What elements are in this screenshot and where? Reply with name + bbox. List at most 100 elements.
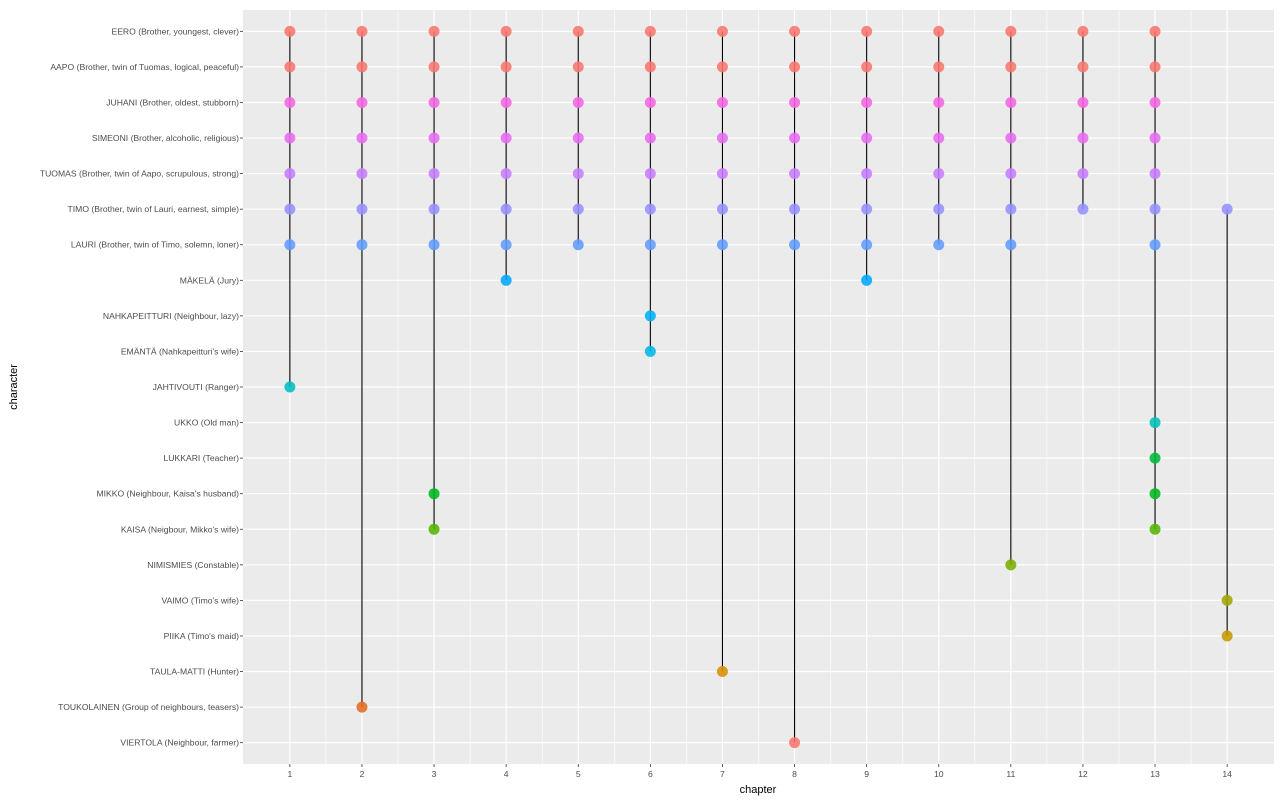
appearance-point <box>1149 523 1161 535</box>
x-axis-title: chapter <box>740 784 777 796</box>
appearance-point <box>1077 25 1089 37</box>
appearance-point <box>500 274 512 286</box>
appearance-point <box>861 96 873 108</box>
appearance-point <box>861 203 873 215</box>
x-tick-label: 14 <box>1222 769 1232 779</box>
appearance-point <box>861 168 873 180</box>
appearance-point <box>356 203 368 215</box>
y-tick-label: AAPO (Brother, twin of Tuomas, logical, … <box>50 62 239 72</box>
appearance-point <box>1005 96 1017 108</box>
appearance-point <box>1221 594 1233 606</box>
x-tick-label: 12 <box>1078 769 1088 779</box>
appearance-point <box>284 239 296 251</box>
appearance-point <box>1221 630 1233 642</box>
appearance-point <box>428 96 440 108</box>
appearance-point <box>789 737 801 749</box>
appearance-point <box>1149 239 1161 251</box>
appearance-point <box>861 132 873 144</box>
appearance-point <box>1005 61 1017 73</box>
appearance-point <box>428 523 440 535</box>
appearance-point <box>716 239 728 251</box>
appearance-point <box>1005 203 1017 215</box>
y-tick-label: TAULA-MATTI (Hunter) <box>150 667 239 677</box>
appearance-point <box>644 310 656 322</box>
appearance-point <box>1005 559 1017 571</box>
appearance-point <box>861 61 873 73</box>
appearance-point <box>1077 203 1089 215</box>
appearance-point <box>1077 132 1089 144</box>
y-tick-label: EERO (Brother, youngest, clever) <box>111 26 239 36</box>
appearance-point <box>500 96 512 108</box>
y-tick-label: MIKKO (Neighbour, Kaisa's husband) <box>96 489 239 499</box>
appearance-point <box>428 25 440 37</box>
appearance-point <box>356 168 368 180</box>
appearance-point <box>356 239 368 251</box>
appearance-point <box>428 239 440 251</box>
appearance-point <box>716 666 728 678</box>
appearance-point <box>500 25 512 37</box>
appearance-point <box>500 239 512 251</box>
appearance-point <box>500 203 512 215</box>
appearance-point <box>1005 132 1017 144</box>
appearance-point <box>428 168 440 180</box>
appearance-point <box>500 61 512 73</box>
appearance-point <box>933 61 945 73</box>
appearance-point <box>644 96 656 108</box>
x-tick-label: 10 <box>934 769 944 779</box>
appearance-point <box>428 61 440 73</box>
appearance-point <box>933 96 945 108</box>
appearance-point <box>284 203 296 215</box>
appearance-point <box>933 132 945 144</box>
appearance-point <box>1149 203 1161 215</box>
y-tick-label: VIERTOLA (Neighbour, farmer) <box>120 738 239 748</box>
appearance-point <box>716 132 728 144</box>
y-tick-label: VAIMO (Timo's wife) <box>161 595 239 605</box>
appearance-point <box>644 345 656 357</box>
appearance-point <box>789 132 801 144</box>
appearance-point <box>789 168 801 180</box>
appearance-point <box>572 168 584 180</box>
appearance-point <box>1149 132 1161 144</box>
appearance-point <box>428 203 440 215</box>
y-tick-label: JUHANI (Brother, oldest, stubborn) <box>106 97 239 107</box>
x-tick-label: 7 <box>720 769 725 779</box>
appearance-point <box>789 96 801 108</box>
appearance-point <box>284 168 296 180</box>
appearance-point <box>716 96 728 108</box>
x-tick-label: 13 <box>1150 769 1160 779</box>
y-tick-label: LAURI (Brother, twin of Timo, solemn, lo… <box>71 240 239 250</box>
appearance-point <box>789 203 801 215</box>
y-tick-label: NIMISMIES (Constable) <box>147 560 239 570</box>
x-axis-ticks: 1 2 3 4 5 6 7 8 9 10 11 12 13 14 <box>287 764 1232 779</box>
appearance-point <box>644 61 656 73</box>
appearance-point <box>861 274 873 286</box>
appearance-point <box>572 96 584 108</box>
appearance-point <box>284 381 296 393</box>
appearance-point <box>644 203 656 215</box>
x-tick-label: 8 <box>792 769 797 779</box>
appearance-point <box>789 239 801 251</box>
appearance-point <box>1005 239 1017 251</box>
appearance-point <box>716 61 728 73</box>
appearance-point <box>1149 417 1161 429</box>
appearance-point <box>861 239 873 251</box>
appearance-point <box>933 239 945 251</box>
appearance-points <box>284 25 1233 749</box>
x-tick-label: 11 <box>1006 769 1015 779</box>
x-tick-label: 2 <box>360 769 365 779</box>
y-tick-label: UKKO (Old man) <box>174 418 239 428</box>
appearance-point <box>1149 452 1161 464</box>
appearance-point <box>716 203 728 215</box>
appearance-point <box>572 239 584 251</box>
x-tick-label: 5 <box>576 769 581 779</box>
appearance-point <box>1221 203 1233 215</box>
appearance-point <box>1149 25 1161 37</box>
appearance-point <box>789 25 801 37</box>
y-tick-label: TUOMAS (Brother, twin of Aapo, scrupulou… <box>40 169 239 179</box>
appearance-point <box>356 96 368 108</box>
appearance-point <box>933 168 945 180</box>
appearance-point <box>572 132 584 144</box>
y-tick-label: TOUKOLAINEN (Group of neighbours, teaser… <box>58 702 239 712</box>
appearance-point <box>644 168 656 180</box>
